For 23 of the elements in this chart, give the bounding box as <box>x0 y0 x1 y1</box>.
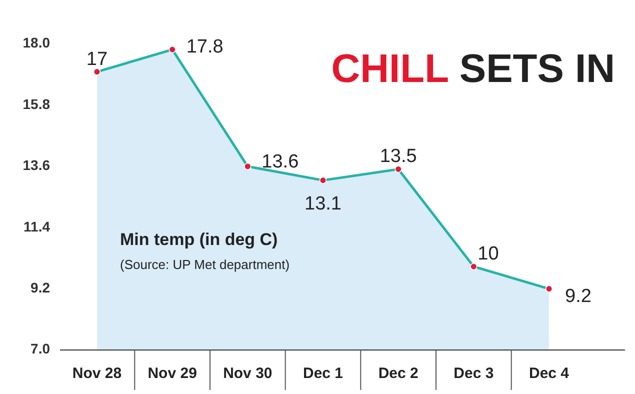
data-label: 17 <box>86 48 108 70</box>
data-label: 17.8 <box>186 36 224 58</box>
x-tick-label: Dec 1 <box>302 365 344 382</box>
y-tick-label: 15.8 <box>22 96 50 112</box>
y-tick-label: 18.0 <box>22 34 50 51</box>
x-tick-label: Nov 29 <box>148 365 197 382</box>
x-tick-label: Nov 28 <box>72 365 122 382</box>
y-tick-label: 13.6 <box>22 157 50 174</box>
y-tick-label: 7.0 <box>30 340 50 357</box>
annotation: (Source: UP Met department) <box>120 257 290 272</box>
x-tick-label: Dec 4 <box>528 365 570 382</box>
data-label: 13.5 <box>380 146 417 168</box>
chart-title: CHILL SETS IN <box>331 47 615 91</box>
annotation: Min temp (in deg C) <box>120 230 278 249</box>
data-label: 9.2 <box>565 286 592 307</box>
y-tick-label: 11.4 <box>24 218 50 234</box>
x-tick-label: Dec 3 <box>454 365 494 382</box>
data-label: 13.1 <box>304 193 342 214</box>
data-label: 13.6 <box>262 151 299 172</box>
x-tick-label: Dec 2 <box>378 365 418 382</box>
x-tick-label: Nov 30 <box>223 365 272 382</box>
y-tick-label: 9.2 <box>30 280 50 296</box>
data-label: 10 <box>478 244 499 265</box>
